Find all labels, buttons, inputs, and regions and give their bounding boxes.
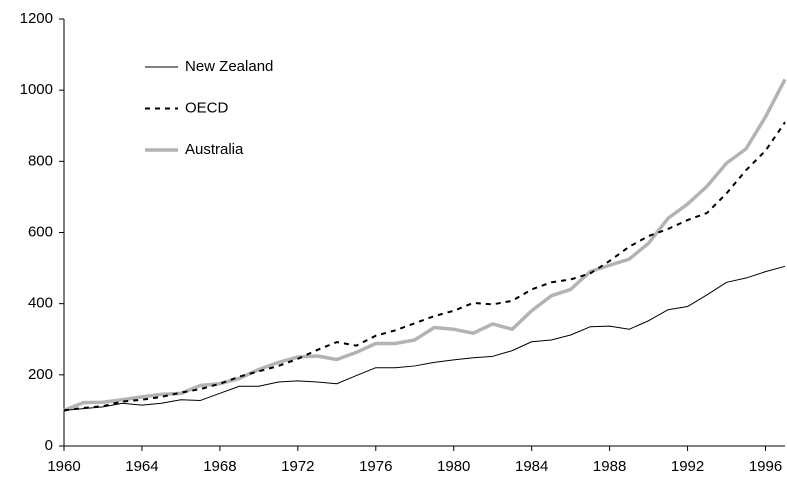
x-tick-label: 1964 (125, 458, 158, 475)
x-tick-label: 1996 (749, 458, 782, 475)
y-tick-label: 200 (28, 366, 53, 383)
y-tick-label: 600 (28, 223, 53, 240)
series-line (63, 78, 787, 413)
series-line (63, 265, 786, 411)
legend-label: New Zealand (185, 58, 273, 75)
x-tick-label: 1988 (593, 458, 626, 475)
y-tick-label: 1000 (20, 81, 53, 98)
x-tick-label: 1980 (437, 458, 470, 475)
x-tick-label: 1984 (515, 458, 548, 475)
x-tick-label: 1976 (359, 458, 392, 475)
x-tick-label: 1992 (671, 458, 704, 475)
y-tick-label: 800 (28, 152, 53, 169)
y-tick-label: 0 (45, 437, 53, 454)
y-tick-label: 400 (28, 295, 53, 312)
legend-label: OECD (185, 99, 229, 116)
x-tick-label: 1960 (47, 458, 80, 475)
legend-label: Australia (185, 141, 244, 158)
y-tick-label: 1200 (20, 10, 53, 27)
series-line (63, 121, 786, 412)
x-tick-label: 1968 (203, 458, 236, 475)
x-tick-label: 1972 (281, 458, 314, 475)
